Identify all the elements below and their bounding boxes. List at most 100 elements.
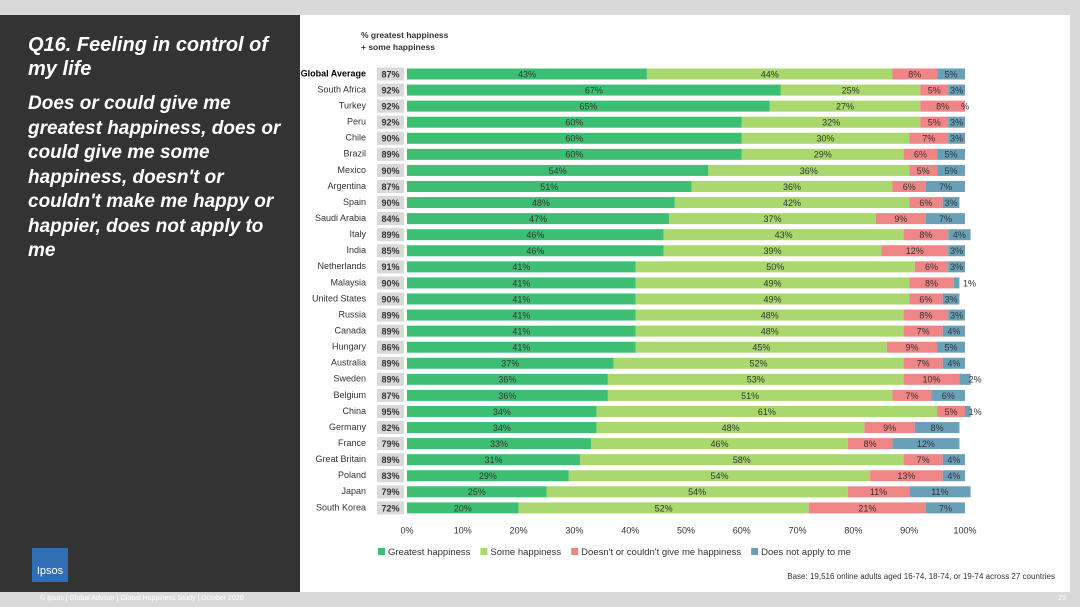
value-label: 3%	[950, 262, 963, 272]
category-label: Great Britain	[315, 454, 366, 464]
bar-segment	[407, 357, 614, 369]
value-label: 7%	[922, 134, 935, 144]
category-label: Australia	[331, 358, 366, 368]
value-label: 5%	[945, 343, 958, 353]
bar-segment	[407, 454, 580, 466]
subtitle: Does or could give me greatest happiness…	[28, 93, 281, 261]
value-label: 6%	[903, 182, 916, 192]
legend-swatch	[751, 548, 759, 555]
value-label: 3%	[950, 118, 963, 128]
bar-segment	[635, 309, 904, 321]
category-label: Sweden	[333, 374, 366, 384]
value-label: %	[961, 102, 969, 112]
category-label: Malaysia	[330, 277, 366, 287]
bar-segment	[942, 357, 965, 369]
value-label: 31%	[484, 455, 502, 465]
value-label: 54%	[688, 487, 706, 497]
total-box	[377, 67, 404, 81]
value-label: 29%	[814, 150, 832, 160]
value-label: 1%	[963, 278, 976, 288]
bar-segment	[965, 405, 971, 417]
bar-segment	[903, 454, 943, 466]
total-label: 90%	[381, 294, 399, 304]
total-box	[377, 83, 404, 97]
total-box	[377, 179, 404, 193]
legend-label: Greatest happiness	[388, 547, 471, 558]
legend-swatch	[571, 548, 579, 555]
category-label: Saudi Arabia	[315, 213, 366, 223]
value-label: 7%	[939, 214, 952, 224]
legend-swatch	[480, 548, 488, 555]
value-label: 2%	[969, 375, 982, 385]
total-box	[377, 212, 404, 226]
bar-segment	[407, 261, 636, 273]
value-label: 13%	[897, 471, 915, 481]
bar-segment	[741, 148, 904, 160]
category-label: Belgium	[333, 390, 366, 400]
category-label: India	[346, 245, 366, 255]
value-label: 29%	[479, 471, 497, 481]
bar-segment	[886, 341, 938, 353]
value-label: 11%	[931, 487, 948, 497]
value-label: 50%	[766, 262, 784, 272]
bar-segment	[948, 132, 965, 144]
bar-segment	[407, 164, 709, 176]
bar-segment	[903, 325, 943, 337]
x-tick-label: 40%	[621, 525, 639, 535]
value-label: 60%	[565, 150, 583, 160]
bar-segment	[953, 277, 960, 289]
category-label: South Africa	[317, 84, 366, 94]
bar-segment	[892, 389, 932, 401]
bar-segment	[914, 261, 949, 273]
category-label: Turkey	[339, 101, 367, 111]
total-label: 90%	[381, 166, 399, 176]
x-tick-label: 70%	[789, 525, 807, 535]
total-label: 89%	[381, 455, 399, 465]
value-label: 36%	[800, 166, 818, 176]
total-label: 92%	[381, 102, 399, 112]
side-panel	[0, 15, 300, 592]
value-label: 6%	[919, 294, 932, 304]
bar-segment	[948, 309, 965, 321]
bar-segment	[607, 373, 904, 385]
total-box	[377, 485, 404, 499]
bar-segment	[407, 84, 781, 96]
bar-segment	[892, 180, 926, 192]
total-label: 87%	[381, 69, 399, 79]
bar-segment	[948, 245, 965, 257]
bar-segment	[948, 229, 971, 241]
bar-segment	[920, 116, 949, 128]
category-label: Global Average	[301, 68, 366, 78]
total-label: 72%	[381, 503, 399, 513]
bar-segment	[847, 486, 910, 498]
bar-segment	[903, 148, 938, 160]
value-label: 4%	[947, 471, 960, 481]
total-label: 82%	[381, 423, 399, 433]
value-label: 5%	[945, 407, 958, 417]
value-label: 36%	[498, 391, 516, 401]
category-label: Italy	[349, 229, 366, 239]
total-label: 89%	[381, 326, 399, 336]
value-label: 41%	[512, 326, 530, 336]
bar-segment	[407, 470, 569, 482]
bar-segment	[931, 389, 965, 401]
bar-segment	[407, 132, 742, 144]
bar-segment	[635, 277, 910, 289]
total-box	[377, 437, 404, 451]
bar-segment	[937, 341, 965, 353]
x-tick-label: 30%	[565, 525, 583, 535]
value-label: 3%	[950, 310, 963, 320]
total-label: 83%	[381, 471, 399, 481]
value-label: 46%	[526, 230, 544, 240]
total-box	[377, 276, 404, 290]
total-box	[377, 260, 404, 274]
value-label: 48%	[761, 310, 779, 320]
total-box	[377, 501, 404, 515]
x-tick-label: 60%	[733, 525, 751, 535]
bar-segment	[407, 100, 770, 112]
bar-segment	[903, 373, 960, 385]
footer: © Ipsos | Global Advisor | Global Happin…	[40, 595, 244, 602]
value-label: 7%	[939, 182, 952, 192]
value-label: 8%	[931, 423, 944, 433]
bar-segment	[741, 132, 910, 144]
